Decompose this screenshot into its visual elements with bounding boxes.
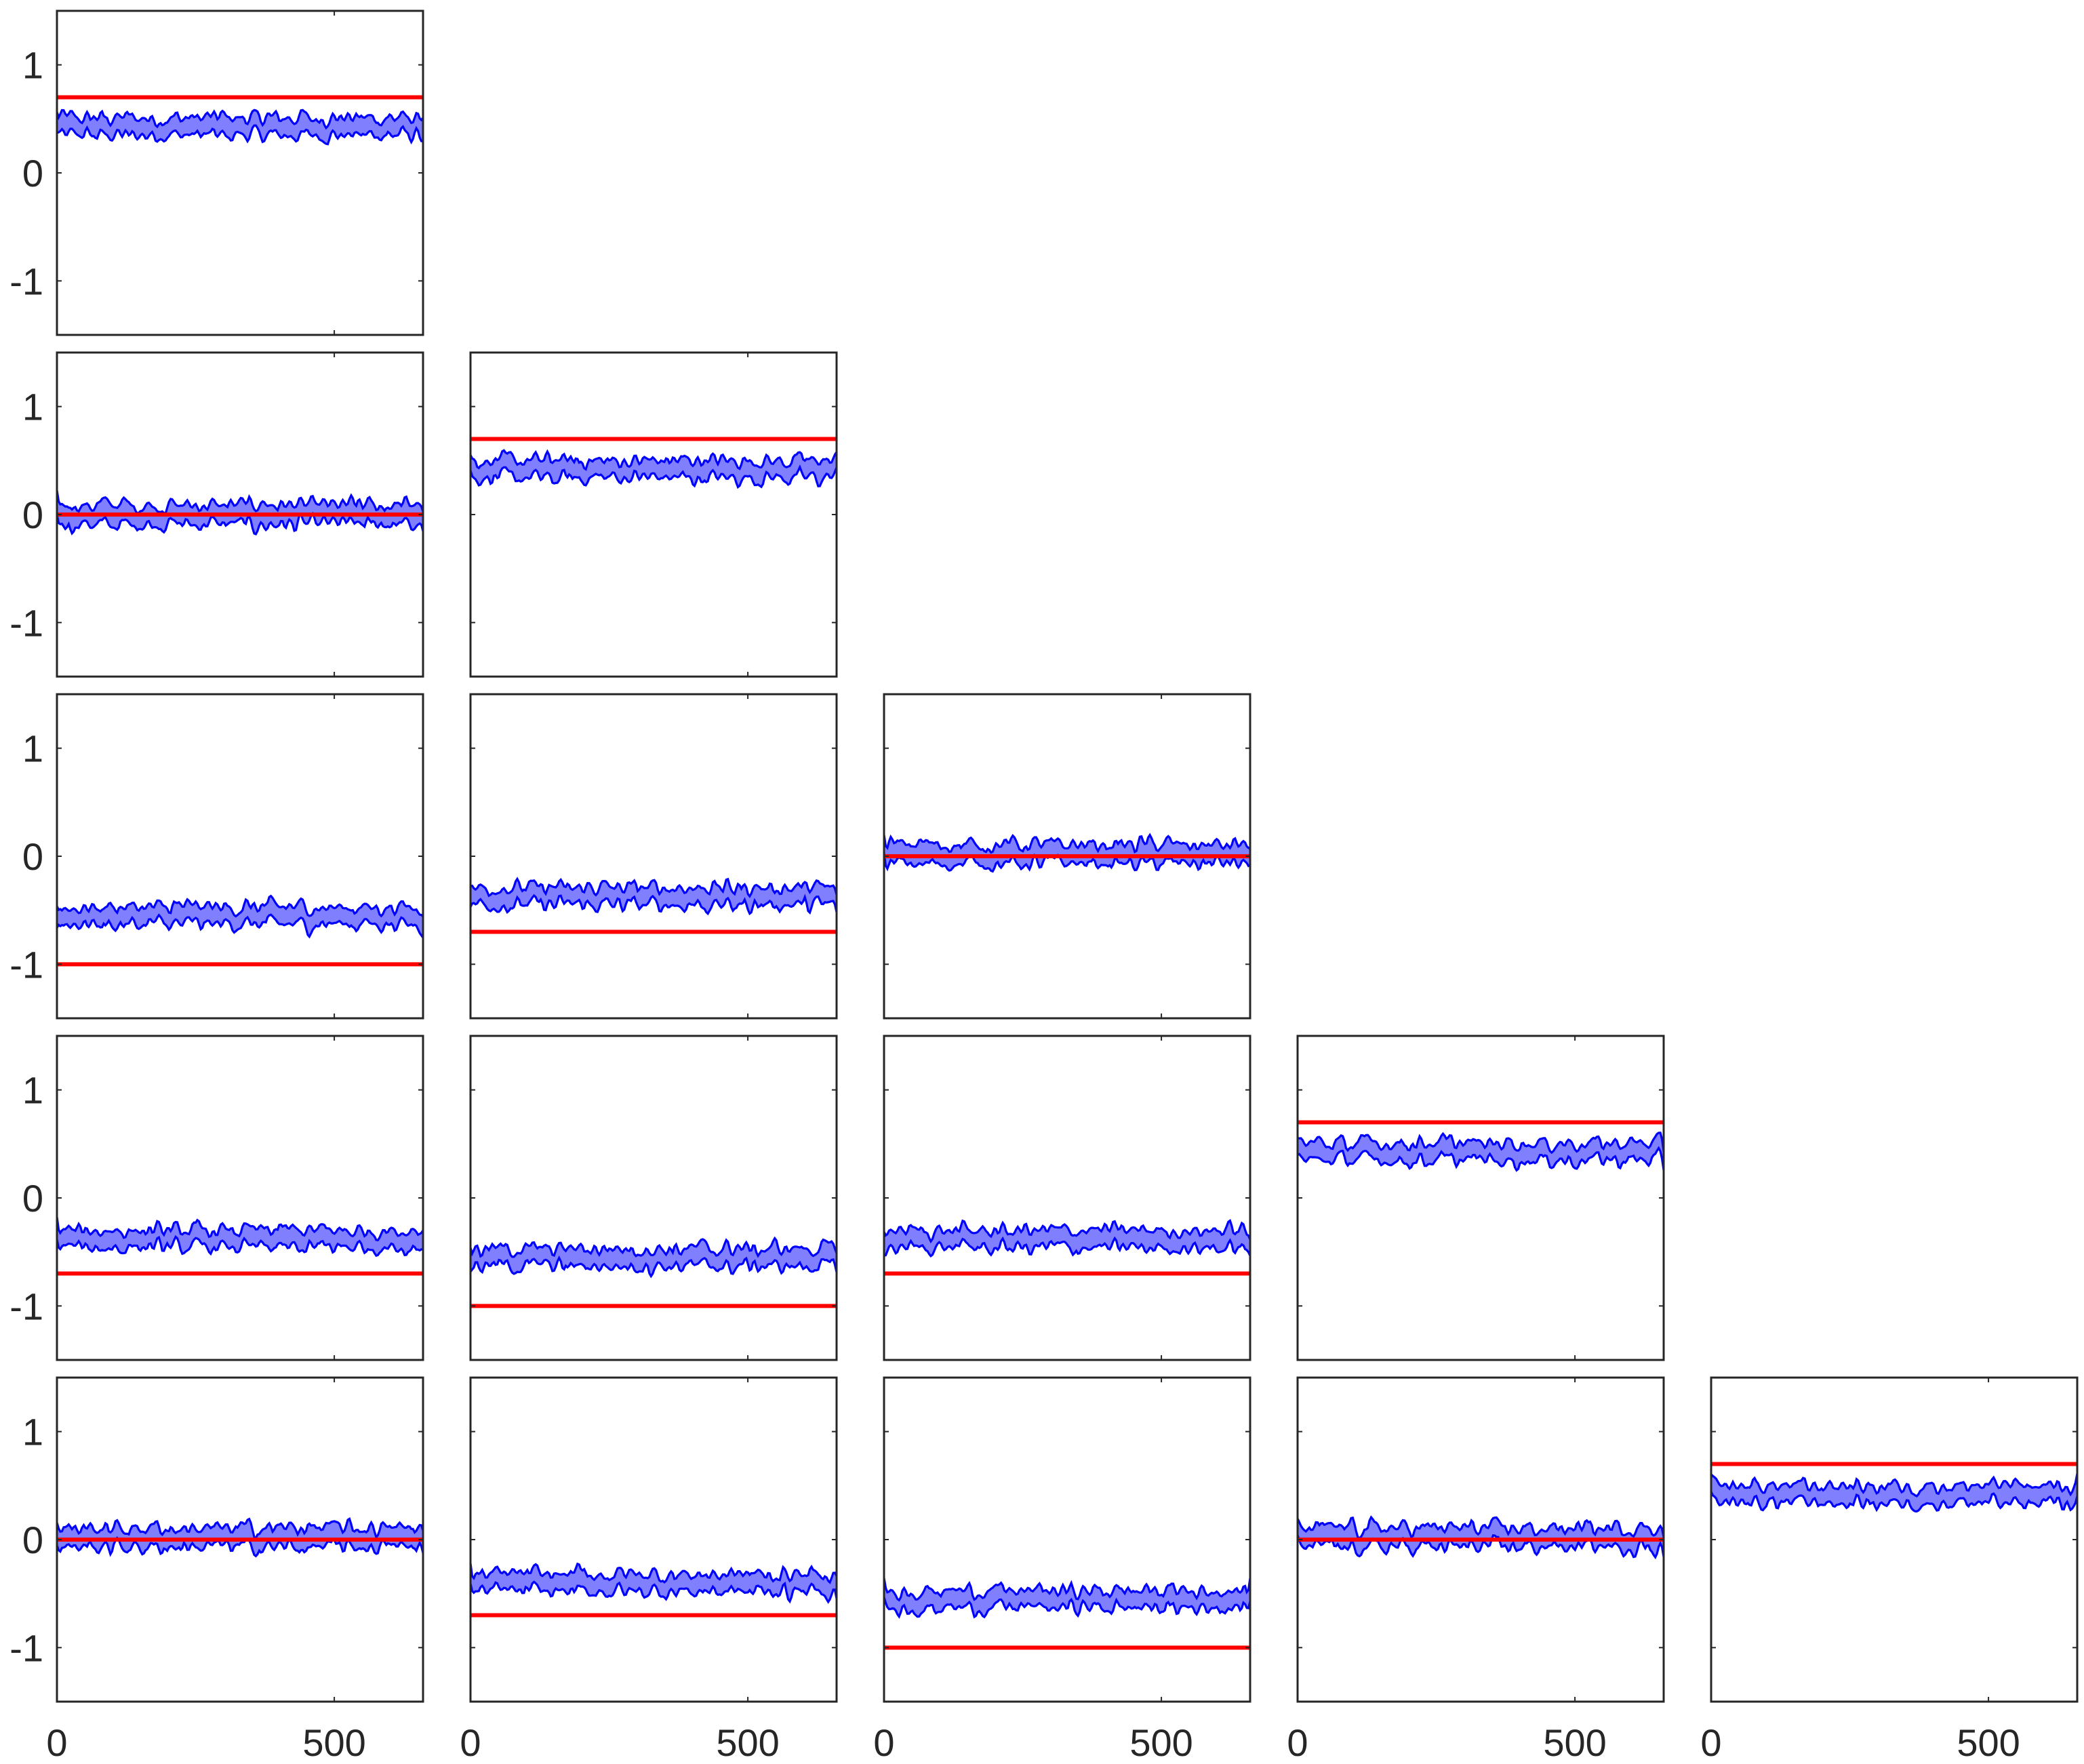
- x-tick-label: 0: [873, 1721, 894, 1764]
- panel-r1-c1: -1 0 1: [9, 11, 423, 335]
- x-tick-label: 0: [460, 1721, 481, 1764]
- y-tick-label: 1: [22, 1411, 43, 1454]
- axes-box: [884, 1378, 1250, 1702]
- panel-r2-c1: -1 0 1: [9, 353, 423, 677]
- panel-r4-c1: -1 0 1: [9, 1036, 423, 1360]
- y-tick-label: -1: [9, 1626, 43, 1669]
- y-tick-label: 1: [22, 1069, 43, 1112]
- panel-r3-c2: [470, 694, 837, 1018]
- panel-r4-c2: [470, 1036, 837, 1360]
- x-tick-label: 500: [302, 1721, 365, 1764]
- axes-box: [1711, 1378, 2077, 1702]
- panel-r4-c4: [1298, 1036, 1664, 1360]
- y-tick-label: -1: [9, 1285, 43, 1327]
- x-tick-label: 0: [1700, 1721, 1721, 1764]
- panel-r5-c5: 0 500: [1700, 1378, 2077, 1764]
- axes-box: [470, 353, 837, 677]
- y-tick-label: 0: [22, 494, 43, 536]
- x-tick-label: 500: [716, 1721, 779, 1764]
- axes-box: [1298, 1036, 1664, 1360]
- band-fill: [57, 896, 423, 938]
- y-tick-label: 0: [22, 1177, 43, 1220]
- y-tick-label: -1: [9, 260, 43, 302]
- x-tick-label: 500: [1543, 1721, 1606, 1764]
- axes-box: [57, 11, 423, 335]
- panel-r2-c2: [470, 353, 837, 677]
- panel-r4-c3: [884, 1036, 1250, 1360]
- panel-r5-c4: 0 500: [1287, 1378, 1664, 1764]
- axes-box: [57, 694, 423, 1018]
- y-tick-label: 0: [22, 835, 43, 878]
- panel-r5-c2: 0 500: [460, 1378, 837, 1764]
- y-tick-label: 1: [22, 386, 43, 428]
- panel-r5-c3: 0 500: [873, 1378, 1250, 1764]
- y-tick-label: -1: [9, 601, 43, 644]
- axes-box: [57, 1036, 423, 1360]
- x-tick-label: 500: [1957, 1721, 2020, 1764]
- panel-r3-c3: [884, 694, 1250, 1018]
- axes-box: [470, 694, 837, 1018]
- band-fill: [470, 450, 837, 487]
- axes-box: [470, 1036, 837, 1360]
- panel-r5-c1: -1 0 1 0 500: [9, 1378, 423, 1764]
- y-tick-label: 1: [22, 44, 43, 87]
- x-tick-label: 0: [1287, 1721, 1308, 1764]
- axes-box: [470, 1378, 837, 1702]
- y-tick-label: 1: [22, 727, 43, 770]
- x-tick-label: 0: [46, 1721, 67, 1764]
- x-tick-label: 500: [1129, 1721, 1193, 1764]
- panel-r3-c1: -1 0 1: [9, 694, 423, 1018]
- y-tick-label: 0: [22, 152, 43, 195]
- y-tick-label: -1: [9, 943, 43, 986]
- axes-box: [884, 1036, 1250, 1360]
- y-tick-label: 0: [22, 1519, 43, 1561]
